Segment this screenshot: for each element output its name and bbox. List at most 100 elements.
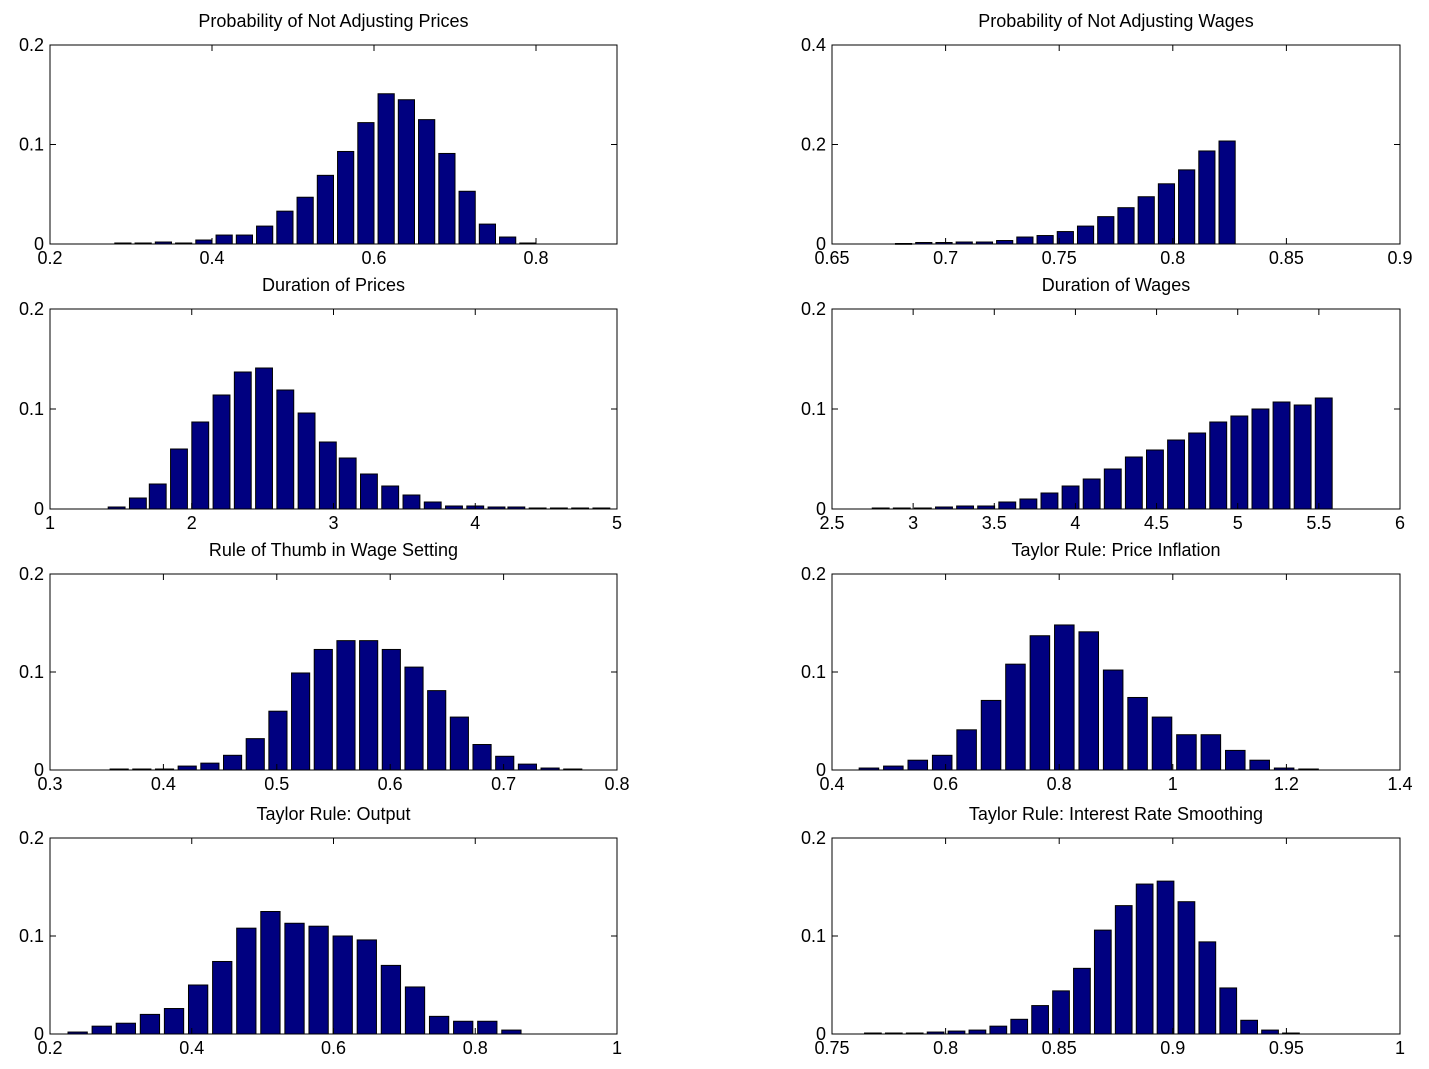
histogram-bar <box>404 986 426 1035</box>
histogram-bar <box>1177 901 1196 1035</box>
x-tick-label: 0.6 <box>361 248 386 268</box>
chart-title: Duration of Prices <box>262 275 405 295</box>
histogram-bar <box>276 389 295 510</box>
x-tick-label: 0.8 <box>523 248 548 268</box>
histogram-bar <box>215 234 233 245</box>
x-tick-label: 3 <box>328 513 338 533</box>
x-tick-label: 3.5 <box>982 513 1007 533</box>
histogram-bar <box>968 1029 987 1035</box>
x-tick-label: 0.5 <box>264 774 289 794</box>
y-tick-label: 0.1 <box>19 399 44 419</box>
histogram-bar <box>1127 696 1148 771</box>
x-tick-label: 0.8 <box>933 1038 958 1058</box>
histogram-bar <box>1251 408 1270 510</box>
y-tick-label: 0.1 <box>801 662 826 682</box>
y-tick-label: 0.1 <box>19 926 44 946</box>
histogram-bar <box>501 1029 522 1035</box>
histogram-bar <box>381 485 400 510</box>
x-tick-label: 0.4 <box>179 1038 204 1058</box>
chart-title: Rule of Thumb in Wage Setting <box>209 540 458 560</box>
histogram-bar <box>1293 404 1312 510</box>
histogram-bar <box>1073 967 1091 1035</box>
histogram-bar <box>1219 987 1238 1035</box>
histogram-bar <box>381 648 401 771</box>
histogram-bar <box>128 497 147 510</box>
x-tick-label: 5 <box>612 513 622 533</box>
histogram-bar <box>148 483 167 510</box>
x-tick-label: 0.8 <box>463 1038 488 1058</box>
y-tick-label: 0 <box>816 1024 826 1044</box>
histogram-bar <box>233 371 252 510</box>
histogram-bar <box>423 501 442 510</box>
histogram-bar <box>191 421 210 510</box>
histogram-bar <box>256 225 274 245</box>
x-tick-label: 0.75 <box>1042 248 1077 268</box>
histogram-bar <box>1117 207 1135 245</box>
histogram-bar <box>1005 663 1026 771</box>
x-tick-label: 0.6 <box>321 1038 346 1058</box>
histogram-bar <box>139 1013 161 1035</box>
histogram-bar <box>1036 235 1054 245</box>
histogram-panel: Rule of Thumb in Wage Setting 0.3 0.4 0.5 0.… <box>19 540 630 794</box>
histogram-bar <box>177 765 197 771</box>
x-tick-label: 0.4 <box>199 248 224 268</box>
histogram-bar <box>1146 449 1164 510</box>
histogram-bar <box>212 394 231 510</box>
chart-title: Taylor Rule: Price Inflation <box>1011 540 1220 560</box>
x-tick-label: 0.7 <box>491 774 516 794</box>
x-tick-label: 0.8 <box>604 774 629 794</box>
histogram-bar <box>1209 421 1228 510</box>
histogram-bar <box>1097 216 1115 245</box>
histogram-bar <box>276 210 294 245</box>
y-tick-label: 0.2 <box>19 35 44 55</box>
histogram-bar <box>477 1020 498 1035</box>
histogram-bar <box>337 150 355 245</box>
histogram-bar <box>1010 1018 1029 1035</box>
histogram-bar <box>316 174 334 245</box>
y-tick-label: 0.2 <box>801 135 826 155</box>
y-tick-label: 0.1 <box>801 399 826 419</box>
histogram-bar <box>318 441 337 510</box>
histogram-bar <box>1078 631 1100 771</box>
x-tick-label: 1 <box>612 1038 622 1058</box>
histogram-bar <box>1054 624 1075 771</box>
chart-title: Taylor Rule: Interest Rate Smoothing <box>969 804 1263 824</box>
histogram-bar <box>1031 1005 1049 1035</box>
histogram-bar <box>1167 439 1185 510</box>
x-tick-label: 1 <box>1395 1038 1405 1058</box>
histogram-bar <box>1076 225 1095 245</box>
histogram-bar <box>1156 880 1175 1035</box>
histogram-bar <box>170 448 188 510</box>
x-tick-label: 1.2 <box>1274 774 1299 794</box>
histogram-bar <box>235 234 254 245</box>
y-tick-label: 0.1 <box>19 662 44 682</box>
histogram-panel: Taylor Rule: Output 0.2 0.4 0.6 0.8 1 0 0.1 0.2 <box>19 804 622 1058</box>
y-tick-label: 0.2 <box>801 299 826 319</box>
histogram-bar <box>187 984 209 1035</box>
histogram-bar <box>1218 140 1236 245</box>
histogram-bar <box>428 1015 450 1035</box>
histogram-bar <box>1103 468 1122 510</box>
histogram-bar <box>359 640 379 771</box>
histogram-bar <box>260 911 281 1035</box>
histogram-bar <box>332 935 353 1035</box>
x-tick-label: 3 <box>908 513 918 533</box>
histogram-bar <box>1019 498 1038 510</box>
histogram-bar <box>1261 1029 1279 1035</box>
histogram-bar <box>313 648 333 771</box>
histogram-bar <box>517 763 537 771</box>
histogram-bar <box>1249 759 1270 771</box>
y-tick-label: 0 <box>816 760 826 780</box>
histogram-bar <box>360 473 378 510</box>
y-tick-label: 0 <box>34 234 44 254</box>
histogram-bar <box>956 729 977 771</box>
x-tick-label: 4 <box>470 513 480 533</box>
histogram-bar <box>338 457 357 510</box>
histogram-bar <box>1240 1019 1259 1035</box>
x-tick-label: 0.8 <box>1160 248 1185 268</box>
x-tick-label: 0.8 <box>1047 774 1072 794</box>
x-tick-label: 4 <box>1070 513 1080 533</box>
y-tick-label: 0.4 <box>801 35 826 55</box>
histogram-bar <box>212 960 233 1035</box>
x-tick-label: 1 <box>1168 774 1178 794</box>
